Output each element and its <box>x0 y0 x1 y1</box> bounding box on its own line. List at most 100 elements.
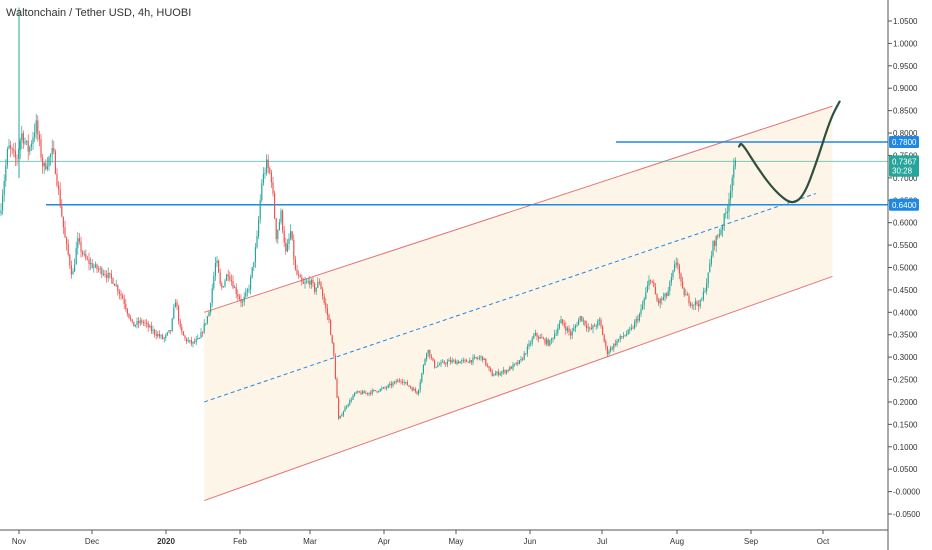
candle-body <box>726 211 728 213</box>
price-tick-label: 0.5500 <box>893 241 918 250</box>
candle-body <box>678 265 680 274</box>
candle-body <box>371 390 373 394</box>
candle-body <box>26 140 28 142</box>
candle-body <box>101 268 103 275</box>
candle-body <box>19 140 21 150</box>
candle-body <box>72 271 74 275</box>
candle-body <box>629 329 631 330</box>
time-tick-label: 2020 <box>157 537 175 546</box>
candle-body <box>646 285 648 293</box>
candle-body <box>6 148 8 166</box>
candle-body <box>336 378 338 398</box>
candles-layer <box>0 7 736 420</box>
candle-body <box>443 361 445 364</box>
candle-body <box>462 360 464 361</box>
candle-body <box>539 337 541 339</box>
candle-body <box>674 264 676 271</box>
candle-body <box>288 238 290 244</box>
price-tick-label: 0.2500 <box>893 376 918 385</box>
candle-body <box>485 358 487 366</box>
candle-body <box>160 335 162 337</box>
candle-body <box>214 263 216 276</box>
candle-body <box>75 247 77 265</box>
candle-body <box>544 338 546 344</box>
candle-body <box>280 210 282 223</box>
candle-body <box>96 264 98 270</box>
candle-body <box>29 146 31 152</box>
candle-body <box>360 392 362 394</box>
candle-body <box>501 371 503 374</box>
candle-body <box>562 319 564 324</box>
candle-body <box>622 336 624 338</box>
candle-body <box>200 332 202 339</box>
candle-body <box>413 388 415 391</box>
candle-body <box>453 360 455 362</box>
candle-body <box>499 373 501 375</box>
candle-body <box>430 356 432 358</box>
candle-body <box>309 281 311 285</box>
candle-body <box>131 319 133 322</box>
candle-body <box>365 392 367 394</box>
candle-body <box>520 358 522 361</box>
candle-body <box>440 362 442 365</box>
candle-body <box>123 298 125 304</box>
candle-body <box>110 274 112 279</box>
candle-body <box>638 314 640 321</box>
candle-body <box>293 240 295 260</box>
candle-body <box>232 281 234 288</box>
time-tick-label: Mar <box>303 537 317 546</box>
candle-body <box>557 328 559 334</box>
candle-body <box>352 395 354 400</box>
candle-body <box>427 349 429 354</box>
candle-body <box>571 331 573 336</box>
candle-body <box>603 335 605 342</box>
candle-body <box>694 301 696 306</box>
candle-body <box>590 328 592 329</box>
candle-body <box>248 289 250 291</box>
candle-body <box>381 388 383 390</box>
candle-body <box>330 320 332 335</box>
candle-body <box>422 365 424 374</box>
price-tick-label: -0.0500 <box>893 510 921 519</box>
candle-body <box>203 323 205 333</box>
time-axis[interactable]: Nov Dec 2020 Feb Mar Apr May Jun Jul Aug Sep Oct <box>12 530 830 546</box>
candle-body <box>478 357 480 359</box>
candle-body <box>691 304 693 306</box>
candle-body <box>136 321 138 325</box>
candle-body <box>656 294 658 301</box>
candle-body <box>418 390 420 394</box>
candle-body <box>270 172 272 183</box>
candle-body <box>186 338 188 342</box>
time-tick-label: Apr <box>378 537 391 546</box>
candle-body <box>173 307 175 319</box>
candle-body <box>122 295 124 299</box>
candle-body <box>210 303 212 313</box>
candle-body <box>651 280 653 283</box>
candle-body <box>606 346 608 354</box>
candle-body <box>670 277 672 283</box>
price-tick-label: 0.9000 <box>893 84 918 93</box>
candle-body <box>78 238 80 242</box>
candle-body <box>91 262 93 268</box>
candle-body <box>126 308 128 314</box>
candle-body <box>112 278 114 284</box>
candle-body <box>302 281 304 284</box>
price-tick-label: 0.6000 <box>893 219 918 228</box>
candle-body <box>366 392 368 394</box>
candle-body <box>573 328 575 331</box>
candle-body <box>320 282 322 290</box>
candle-body <box>667 290 669 296</box>
candle-body <box>133 321 135 327</box>
candle-body <box>565 326 567 331</box>
candle-body <box>246 289 248 292</box>
candle-body <box>206 316 208 324</box>
price-badge <box>889 164 919 177</box>
candle-body <box>130 317 132 320</box>
candle-body <box>504 370 506 373</box>
candle-body <box>734 160 736 166</box>
candle-body <box>493 375 495 377</box>
candle-body <box>650 280 652 281</box>
candle-body <box>58 185 60 190</box>
